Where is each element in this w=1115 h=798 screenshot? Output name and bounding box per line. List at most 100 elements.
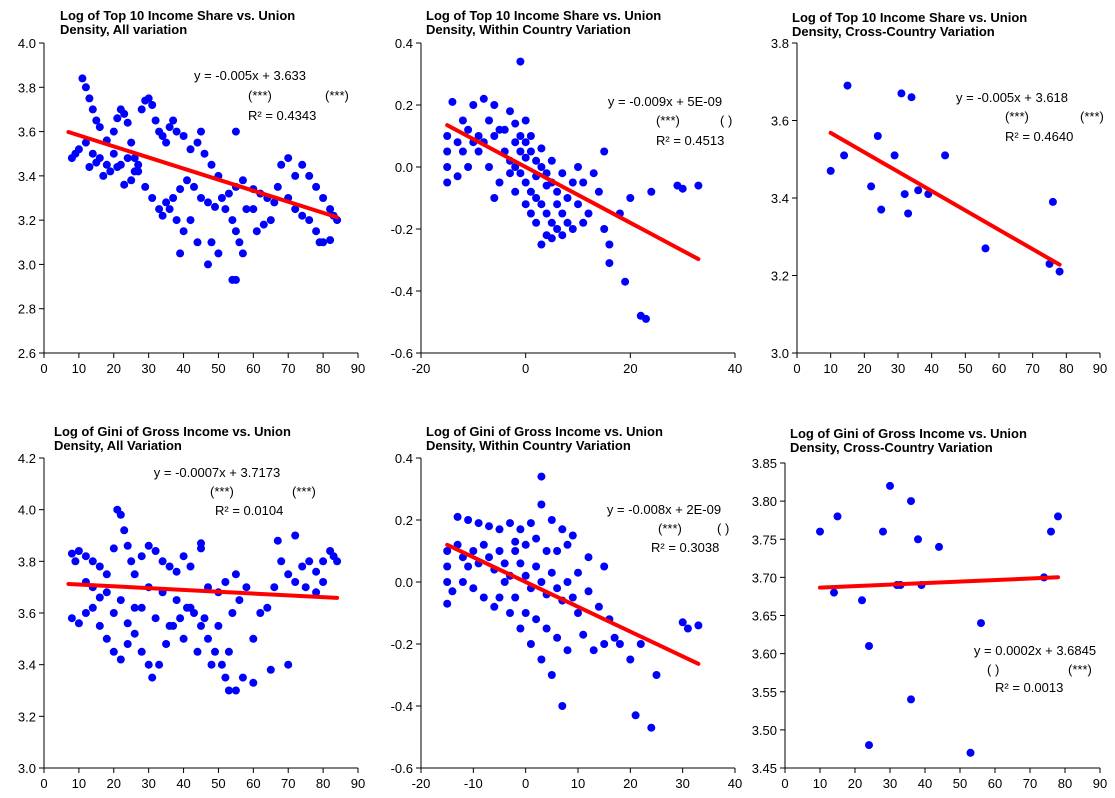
data-point [840,151,849,160]
data-point [148,194,157,202]
data-point [516,169,525,178]
data-point [532,156,541,165]
data-point [867,182,876,191]
data-point [211,647,219,656]
y-tick-label: 3.55 [752,685,777,700]
data-point [537,200,546,209]
data-point [197,194,205,202]
panel-title-line: Log of Top 10 Income Share vs. Union [792,10,1027,25]
data-point [312,182,321,191]
significance-marker: (***) [1005,109,1029,124]
data-point [172,596,181,605]
y-tick-label: 3.6 [18,606,36,621]
data-point [179,552,188,561]
panel-title-line: Density, Within Country Variation [426,438,631,453]
data-point [694,181,703,190]
data-point [981,244,990,253]
data-point [102,634,111,643]
data-point [319,578,328,586]
data-point [904,209,913,218]
significance-marker: (***) [1080,109,1104,124]
data-point [92,116,101,125]
data-point [92,158,101,167]
y-tick-label: 3.8 [771,36,789,51]
data-point [914,535,922,544]
y-tick-label: 3.60 [752,647,777,662]
x-tick-label: 20 [623,361,637,376]
data-point [516,624,525,633]
x-tick-label: 80 [1058,776,1072,791]
data-point [148,673,157,682]
panel-title-line: Log of Top 10 Income Share vs. Union [426,8,661,23]
data-point [221,578,230,586]
data-point [193,238,202,247]
y-tick-label: 2.8 [18,302,36,317]
data-point [116,160,125,169]
data-point [298,160,307,169]
data-point [169,116,178,125]
x-tick-label: 40 [728,776,742,791]
y-tick-label: -0.6 [391,761,413,776]
data-point [217,660,226,669]
data-point [95,123,104,132]
data-point [102,160,111,169]
regression-equation: y = -0.005x + 3.618 [956,90,1068,105]
panel-title-line: Log of Gini of Gross Income vs. Union [790,426,1027,441]
data-point [81,138,90,147]
r-squared: R² = 0.3038 [651,540,719,555]
x-tick-label: 30 [883,776,897,791]
data-point [95,593,104,602]
scatter-panel-2: Log of Top 10 Income Share vs. UnionDens… [391,8,743,376]
data-point [485,116,493,125]
data-point [151,547,160,555]
data-point [137,647,146,656]
y-tick-label: -0.4 [391,699,413,714]
x-tick-label: 60 [246,361,260,376]
data-point [558,209,567,218]
x-tick-label: 20 [848,776,862,791]
data-point [547,156,556,165]
y-tick-label: 3.2 [18,213,36,228]
data-point [935,542,943,551]
data-point [873,132,882,140]
data-point [485,553,493,562]
data-point [88,105,97,114]
data-point [172,567,181,576]
data-point [542,547,551,555]
y-tick-label: 3.50 [752,723,777,738]
y-tick-label: 0.0 [395,575,413,590]
regression-equation: y = -0.009x + 5E-09 [608,94,722,109]
data-point [458,578,467,586]
data-point [113,114,122,123]
data-point [116,655,125,664]
y-tick-label: 3.6 [771,114,789,129]
data-point [443,163,452,171]
significance-marker: (***) [210,484,234,499]
data-point [155,660,164,669]
data-point [305,557,314,566]
data-point [235,596,244,605]
data-point [579,630,588,639]
data-point [312,567,321,576]
data-point [600,640,609,648]
data-point [521,609,530,617]
data-point [600,225,609,233]
data-point [500,578,509,586]
data-point [85,94,94,103]
data-point [558,231,567,240]
data-point [563,218,572,227]
data-point [207,238,216,247]
panel-title-line: Density, Cross-Country Variation [792,24,995,39]
data-point [333,557,342,566]
significance-marker: (***) [292,484,316,499]
data-point [642,314,650,323]
data-point [284,570,293,579]
x-tick-label: 80 [1059,361,1073,376]
x-tick-label: 40 [728,361,742,376]
y-tick-label: 4.0 [18,503,36,518]
data-point [291,171,300,180]
data-point [67,549,76,558]
data-point [479,94,488,103]
r-squared: R² = 0.4640 [1005,129,1073,144]
